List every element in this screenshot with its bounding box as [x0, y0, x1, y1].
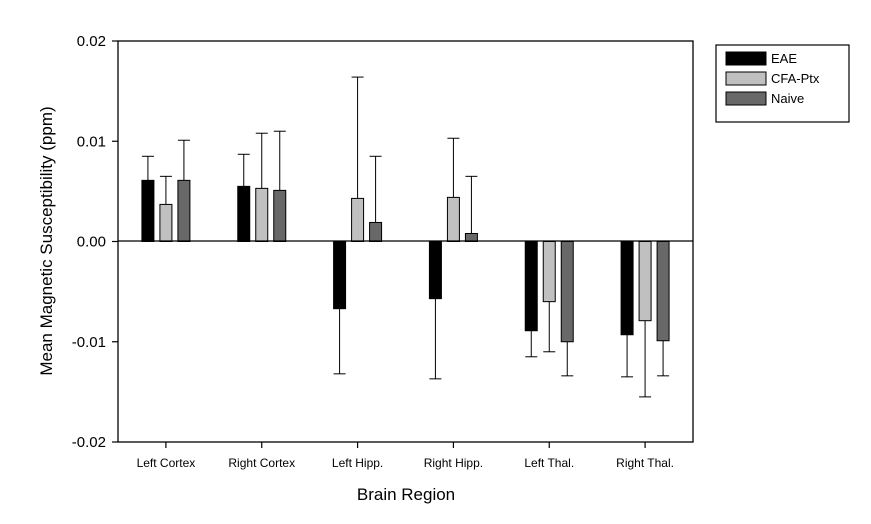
y-tick-label: 0.02: [77, 33, 106, 50]
bar-cfa-ptx-left-thal: [542, 241, 556, 303]
legend: EAE CFA-Ptx Naive: [715, 44, 850, 123]
bar-eae-right-thal: [620, 241, 634, 336]
y-axis: 0.02 0.01 0.00 -0.01 -0.02: [72, 33, 118, 451]
bar-cfa-ptx-right-thal: [638, 241, 652, 322]
legend-swatch-eae: [725, 51, 767, 66]
legend-items: EAE CFA-Ptx Naive: [725, 51, 820, 106]
y-tick-label: 0.00: [77, 234, 106, 251]
bar-naive-left-hipp: [369, 221, 383, 242]
x-tick-label-left-cortex: Left Cortex: [137, 456, 196, 470]
bar-cfa-ptx-right-cortex: [255, 187, 269, 242]
bar-eae-right-cortex: [237, 185, 251, 243]
bar-naive-right-hipp: [464, 232, 478, 242]
x-tick-label-right-cortex: Right Cortex: [228, 456, 295, 470]
y-axis-title: Mean Magnetic Susceptibility (ppm): [37, 106, 56, 375]
bar-naive-right-thal: [656, 241, 670, 342]
legend-label-cfa-ptx: CFA-Ptx: [771, 71, 820, 86]
x-tick-label-right-hipp: Right Hipp.: [424, 456, 483, 470]
bar-naive-left-thal: [560, 241, 574, 343]
y-tick-label: -0.02: [72, 434, 106, 451]
x-tick-label-right-thal: Right Thal.: [616, 456, 674, 470]
y-tick-label: 0.01: [77, 133, 106, 150]
legend-label-naive: Naive: [771, 91, 804, 106]
error-bars-layer: [141, 76, 670, 398]
x-tick-label-left-hipp: Left Hipp.: [332, 456, 383, 470]
x-axis: Left Cortex Right Cortex Left Hipp. Right H…: [137, 442, 674, 470]
y-tick-label: -0.01: [72, 334, 106, 351]
bars-layer: [141, 179, 670, 343]
bar-eae-right-hipp: [428, 241, 442, 300]
bar-naive-right-cortex: [273, 189, 287, 242]
bar-eae-left-hipp: [333, 241, 347, 310]
legend-label-eae: EAE: [771, 51, 797, 66]
bar-cfa-ptx-left-cortex: [159, 203, 173, 242]
legend-swatch-naive: [725, 91, 767, 106]
legend-swatch-cfa-ptx: [725, 71, 767, 86]
x-tick-label-left-thal: Left Thal.: [524, 456, 574, 470]
bar-eae-left-cortex: [141, 179, 155, 243]
bar-cfa-ptx-right-hipp: [446, 196, 460, 242]
bar-eae-left-thal: [524, 241, 538, 332]
bar-cfa-ptx-left-hipp: [351, 197, 365, 242]
bar-naive-left-cortex: [177, 179, 191, 243]
x-axis-title: Brain Region: [357, 485, 455, 504]
